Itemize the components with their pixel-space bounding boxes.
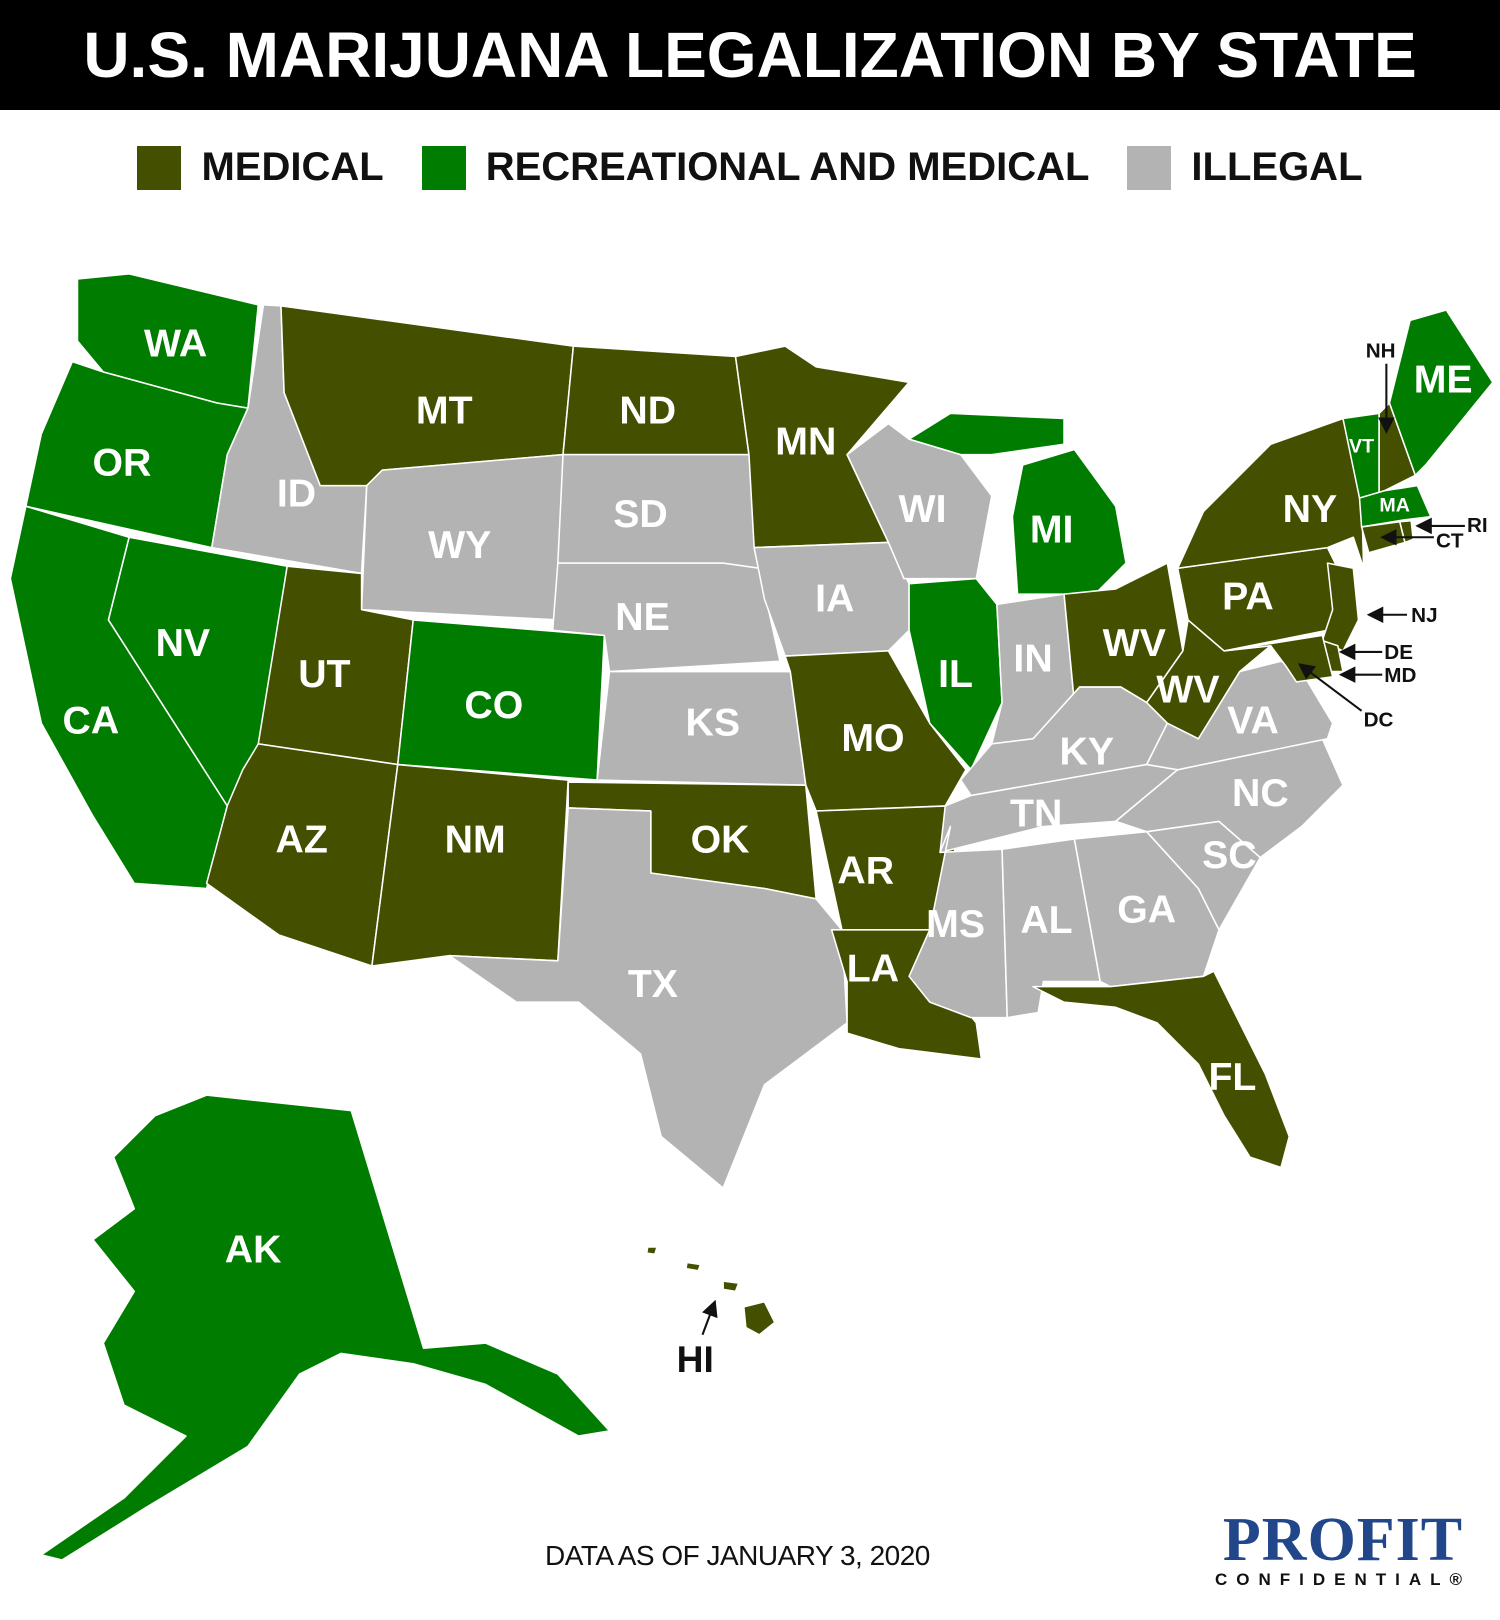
state-labels: WA OR CA NV ID MT WY UT CO AZ NM ND SD N… <box>63 321 1473 1271</box>
label-nv: NV <box>156 621 211 665</box>
label-in: IN <box>1013 637 1052 681</box>
label-tn: TN <box>1010 792 1062 836</box>
label-ky: KY <box>1060 730 1115 774</box>
label-mo: MO <box>841 716 904 760</box>
label-tx: TX <box>628 962 678 1006</box>
label-ne: NE <box>615 595 670 639</box>
label-ms: MS <box>926 902 985 946</box>
label-fl: FL <box>1208 1055 1256 1099</box>
legend-item-illegal: ILLEGAL <box>1127 145 1363 190</box>
state-nc <box>1114 737 1344 859</box>
label-ks: KS <box>686 701 741 745</box>
callout-nh: NH <box>1366 340 1396 363</box>
state-wy <box>360 453 564 621</box>
label-ga: GA <box>1117 888 1176 932</box>
label-wi: WI <box>899 487 947 531</box>
label-ny: NY <box>1283 487 1338 531</box>
label-sc: SC <box>1202 833 1257 877</box>
legend-label: MEDICAL <box>201 145 384 189</box>
state-hi <box>685 1261 702 1272</box>
callout-de: DE <box>1384 641 1413 664</box>
callout-ct: CT <box>1436 530 1464 553</box>
label-ut: UT <box>298 652 350 696</box>
label-mt: MT <box>416 389 473 433</box>
label-az: AZ <box>275 817 327 861</box>
data-date-note: DATA AS OF JANUARY 3, 2020 <box>545 1540 930 1571</box>
label-me: ME <box>1414 358 1473 402</box>
label-sd: SD <box>613 492 668 536</box>
callout-hi: HI <box>677 1338 714 1380</box>
legend-item-recreational: RECREATIONAL AND MEDICAL <box>421 145 1090 190</box>
legend-label: RECREATIONAL AND MEDICAL <box>485 145 1090 189</box>
callout-dc: DC <box>1364 708 1394 731</box>
state-ne <box>551 562 781 673</box>
legend-swatch-illegal <box>1127 145 1172 190</box>
label-co: CO <box>464 683 523 727</box>
state-tx <box>448 807 848 1189</box>
label-al: AL <box>1020 898 1072 942</box>
legend-swatch-recreational <box>421 145 466 190</box>
state-ak <box>40 1094 611 1561</box>
label-nc: NC <box>1232 771 1289 815</box>
label-ar: AR <box>837 848 894 892</box>
state-hi <box>743 1300 776 1336</box>
label-ia: IA <box>815 577 854 621</box>
legend: MEDICAL RECREATIONAL AND MEDICAL ILLEGAL <box>0 145 1500 190</box>
label-pa: PA <box>1222 575 1274 619</box>
label-vt: VT <box>1349 436 1374 458</box>
label-wy: WY <box>428 523 491 567</box>
state-nm <box>371 763 569 967</box>
label-mn: MN <box>775 420 836 464</box>
label-il: IL <box>938 652 973 696</box>
label-nd: ND <box>619 389 676 433</box>
label-wa: WA <box>144 321 207 365</box>
legend-swatch-medical <box>137 145 182 190</box>
callout-ri: RI <box>1467 514 1488 537</box>
label-la: LA <box>847 946 899 990</box>
label-ca: CA <box>63 699 120 743</box>
state-fl <box>1032 970 1291 1169</box>
state-mi <box>1011 448 1127 595</box>
label-ak: AK <box>225 1227 282 1271</box>
page-title: U.S. MARIJUANA LEGALIZATION BY STATE <box>0 0 1500 110</box>
state-me <box>1388 309 1494 477</box>
label-oh: WV <box>1103 621 1166 665</box>
callouts: NH RI CT NJ DE MD DC HI <box>677 340 1488 1380</box>
label-ma: MA <box>1379 494 1410 516</box>
logo-sub: CONFIDENTIAL® <box>1215 1570 1472 1589</box>
label-wv: WV <box>1156 668 1219 712</box>
callout-nj: NJ <box>1411 604 1437 627</box>
state-wi <box>846 422 993 580</box>
legend-item-medical: MEDICAL <box>137 145 384 190</box>
label-id: ID <box>277 471 316 515</box>
label-mi: MI <box>1030 507 1074 551</box>
label-nm: NM <box>445 817 506 861</box>
callout-md: MD <box>1384 664 1416 687</box>
state-il <box>908 577 1003 771</box>
profit-confidential-logo: PROFIT CONFIDENTIAL® <box>1215 1506 1472 1590</box>
state-hi <box>722 1280 740 1293</box>
label-or: OR <box>92 440 151 484</box>
label-ok: OK <box>691 817 750 861</box>
state-ny <box>1176 417 1365 570</box>
legend-label: ILLEGAL <box>1191 145 1363 189</box>
logo-main: PROFIT <box>1222 1506 1464 1574</box>
label-va: VA <box>1227 699 1279 743</box>
state-hi <box>645 1246 658 1255</box>
state-mi <box>908 412 1065 456</box>
